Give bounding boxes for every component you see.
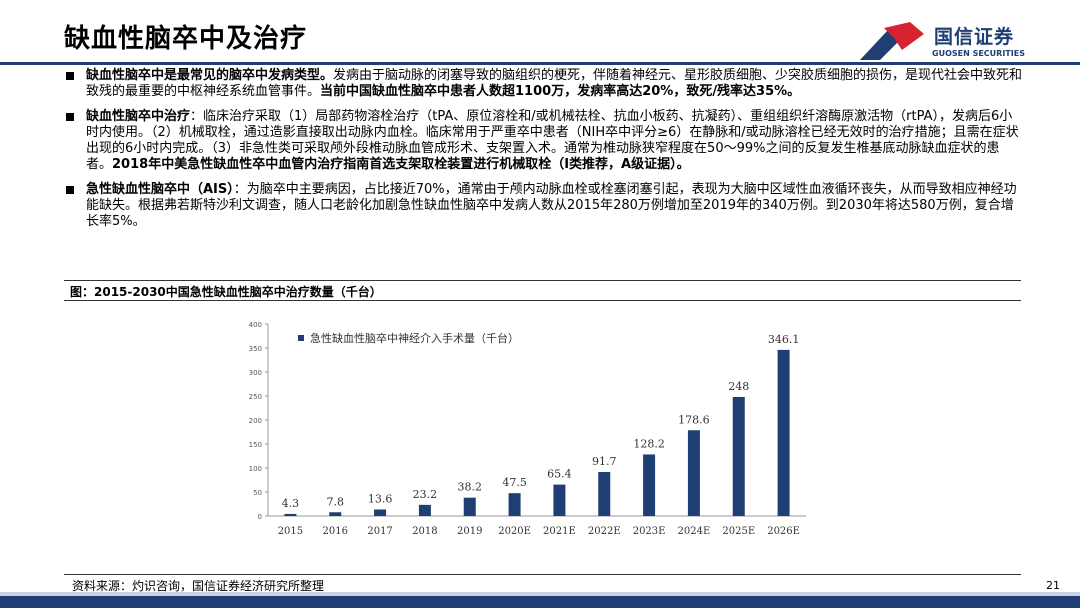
data-label: 7.8 xyxy=(327,495,345,508)
x-tick-label: 2022E xyxy=(588,526,621,537)
data-label: 13.6 xyxy=(368,492,393,505)
bullet-item: 急性缺血性脑卒中（AIS）：为脑卒中主要病因，占比接近70%，通常由于颅内动脉血… xyxy=(64,182,1024,230)
data-label: 65.4 xyxy=(547,468,572,481)
x-tick-label: 2017 xyxy=(367,526,392,537)
figure-caption: 图：2015-2030中国急性缺血性脑卒中治疗数量（千台） xyxy=(70,285,382,299)
bullet-square-icon xyxy=(66,113,74,121)
bullet-segment: ：为脑卒中主要病因，占比接近70%，通常由于颅内动脉血栓或栓塞闭塞引起，表现为大… xyxy=(86,182,1017,229)
bar-2018 xyxy=(418,504,431,516)
data-label: 91.7 xyxy=(592,455,617,468)
x-tick-label: 2021E xyxy=(543,526,576,537)
x-tick-label: 2020E xyxy=(498,526,531,537)
x-tick-label: 2018 xyxy=(412,526,437,537)
bar-2016 xyxy=(329,512,342,516)
data-label: 178.6 xyxy=(678,413,710,426)
x-tick-label: 2019 xyxy=(457,526,482,537)
bar-2021E xyxy=(553,484,566,516)
caption-top-rule xyxy=(64,280,1021,281)
bullet-segment: 急性缺血性脑卒中（AIS） xyxy=(86,182,234,197)
bar-2022E xyxy=(598,471,611,516)
x-tick-label: 2024E xyxy=(678,526,711,537)
bullet-item: 缺血性脑卒中治疗：临床治疗采取（1）局部药物溶栓治疗（tPA、原位溶栓和/或机械… xyxy=(64,109,1024,173)
bar-2020E xyxy=(508,493,521,516)
bullet-segment: 发病由于脑动脉的闭塞导致的脑组织的梗死，伴随着神经元、星形胶质细胞、少突胶质细胞… xyxy=(86,68,1023,99)
bar-2019 xyxy=(463,497,476,516)
data-label: 38.2 xyxy=(458,481,483,494)
y-tick-label: 300 xyxy=(249,369,262,377)
data-label: 4.3 xyxy=(282,497,300,510)
x-tick-label: 2016 xyxy=(323,526,348,537)
legend-swatch xyxy=(298,335,304,341)
y-tick-label: 100 xyxy=(249,465,262,473)
legend-label: 急性缺血性脑卒中神经介入手术量（千台） xyxy=(310,331,519,345)
data-label: 248 xyxy=(728,380,749,393)
bar-2015 xyxy=(284,513,297,516)
data-label: 23.2 xyxy=(413,488,438,501)
y-tick-label: 0 xyxy=(258,513,262,521)
x-tick-label: 2025E xyxy=(722,526,755,537)
logo-mark-icon xyxy=(860,22,924,60)
bar-2017 xyxy=(374,509,387,516)
bullet-segment: 缺血性脑卒中治疗 xyxy=(86,109,191,124)
y-tick-label: 350 xyxy=(249,345,262,353)
bullet-segment: 2018年中美急性缺血性卒中血管内治疗指南首选支架取栓装置进行机械取栓（I类推荐… xyxy=(112,157,690,172)
bar-2025E xyxy=(732,396,745,516)
bullet-square-icon xyxy=(66,72,74,80)
bar-2023E xyxy=(643,454,656,516)
footer-band xyxy=(0,596,1080,608)
logo-text-cn: 国信证券 xyxy=(934,26,1015,48)
bullet-segment: 当前中国缺血性脑卒中患者人数超1100万，发病率高达20%，致死/残率达35%。 xyxy=(320,84,801,99)
bullet-segment: 缺血性脑卒中是最常见的脑卒中发病类型。 xyxy=(86,68,334,83)
logo-text-en: GUOSEN SECURITIES xyxy=(932,49,1025,58)
x-tick-label: 2023E xyxy=(633,526,666,537)
data-label: 128.2 xyxy=(633,437,665,450)
caption-bottom-rule xyxy=(64,300,1021,301)
y-tick-label: 150 xyxy=(249,441,262,449)
x-tick-label: 2015 xyxy=(278,526,303,537)
data-label: 47.5 xyxy=(502,476,527,489)
page-title: 缺血性脑卒中及治疗 xyxy=(64,24,308,54)
x-tick-label: 2026E xyxy=(767,526,800,537)
source-divider xyxy=(64,574,1021,575)
company-logo: 国信证券 GUOSEN SECURITIES xyxy=(858,20,1038,64)
source-note: 资料来源：灼识咨询，国信证券经济研究所整理 xyxy=(72,579,325,593)
y-tick-label: 400 xyxy=(249,321,262,329)
footer-band-light xyxy=(0,592,1080,596)
title-divider xyxy=(0,62,1080,65)
bar-2026E xyxy=(777,349,790,516)
bullet-list: 缺血性脑卒中是最常见的脑卒中发病类型。发病由于脑动脉的闭塞导致的脑组织的梗死，伴… xyxy=(64,68,1024,239)
y-tick-label: 200 xyxy=(249,417,262,425)
y-tick-label: 250 xyxy=(249,393,262,401)
bullet-segment: ：临床治疗采取（1）局部药物溶栓治疗（tPA、原位溶栓和/或机械祛栓、抗血小板药… xyxy=(86,109,1019,172)
bullet-square-icon xyxy=(66,186,74,194)
bullet-item: 缺血性脑卒中是最常见的脑卒中发病类型。发病由于脑动脉的闭塞导致的脑组织的梗死，伴… xyxy=(64,68,1024,100)
data-label: 346.1 xyxy=(768,333,800,346)
bar-chart: 0 50 100 150 200 250 300 350 400 4.3 2015 7.8 2016 1… xyxy=(249,321,806,537)
y-tick-label: 50 xyxy=(253,489,262,497)
page-number: 21 xyxy=(1046,579,1060,592)
bar-2024E xyxy=(687,430,700,516)
